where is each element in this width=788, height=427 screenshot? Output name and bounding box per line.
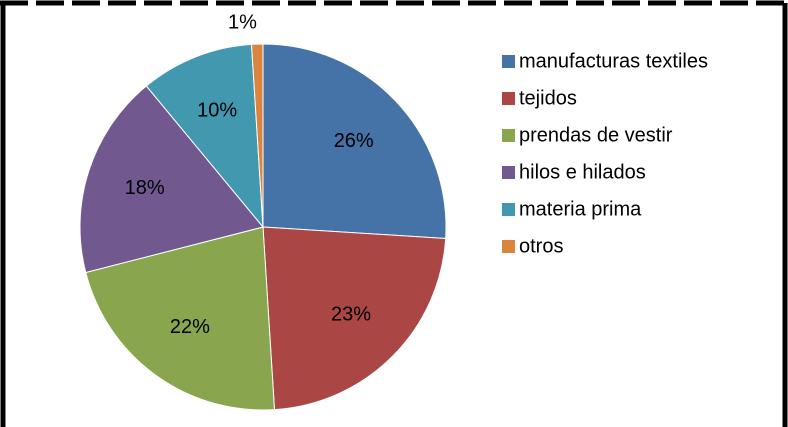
pie-slice bbox=[262, 43, 447, 240]
data-label: 1% bbox=[228, 11, 257, 33]
legend-label: materia prima bbox=[519, 198, 642, 220]
legend-label: tejidos bbox=[519, 87, 577, 109]
legend-swatch bbox=[502, 92, 515, 105]
legend-swatch bbox=[502, 129, 515, 142]
legend: manufacturas textiles tejidos prendas de v… bbox=[502, 50, 708, 257]
pie-slice bbox=[145, 43, 264, 229]
legend-label: manufacturas textiles bbox=[519, 50, 708, 72]
pie-slice bbox=[250, 43, 264, 228]
legend-label: otros bbox=[519, 235, 563, 257]
pie-slice bbox=[85, 226, 276, 411]
pie-slice bbox=[262, 226, 447, 411]
legend-swatch bbox=[502, 203, 515, 216]
data-label: 10% bbox=[197, 100, 237, 122]
legend-swatch bbox=[502, 240, 515, 253]
pie-slice bbox=[79, 85, 264, 274]
legend-label: hilos e hilados bbox=[519, 161, 646, 183]
data-label: 26% bbox=[334, 130, 374, 152]
data-label: 18% bbox=[125, 177, 165, 199]
pie: 26% 23% 22% 18% 10% 1% bbox=[79, 11, 447, 411]
legend-label: prendas de vestir bbox=[519, 124, 673, 146]
legend-swatch bbox=[502, 55, 515, 68]
data-label: 22% bbox=[170, 316, 210, 338]
data-label: 23% bbox=[331, 303, 371, 325]
legend-swatch bbox=[502, 166, 515, 179]
